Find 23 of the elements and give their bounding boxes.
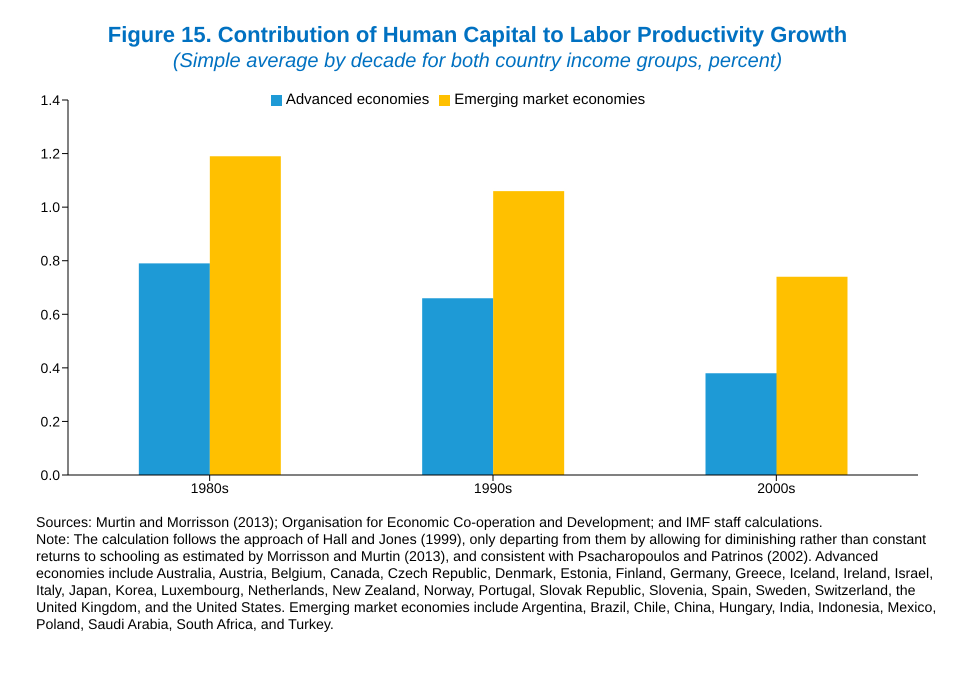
x-tick-label: 1990s <box>474 480 512 496</box>
bar <box>138 263 210 475</box>
text: Note: The calculation follows the approach of Hall and Jones (1999), only departing from them by allowing for diminishing rather than constant returns to schooling as estimated by Morrisson and Murtin (2013), and consistent with Psacharopoulos and Patrinos (2002). Advanced economies include Australia, Austria, Belgium, Canada, Czech Republic, Denmark, Estonia, Finland, Germany, Greece, Iceland, Ireland, Israel, Italy, Japan, Korea, Luxembourg, Netherlands, New Zealand, Norway, Portugal, Slovak Republic, Slovenia, Spain, Sweden, Switzerland, the United Kingdom, and the United States. Emerging market economies include Argentina, Brazil, Chile, China, Hungary, India, Indonesia, Mexico, Poland, Saudi Arabia, South Africa, and Turkey. <box>36 532 938 634</box>
x-tick-label: 1980s <box>190 480 229 496</box>
source-note: Sources: Murtin and Morrisson (2013); Organisation for Economic Co-operation and Development; and IMF staff calculations. <box>36 515 824 532</box>
y-tick-label: 0.8 <box>40 252 60 269</box>
chart-title: Figure 15. Contribution of Human Capital to Labor Productivity Growth <box>106 22 848 48</box>
bar <box>493 191 564 475</box>
bar <box>422 298 494 475</box>
y-tick-label: 0.6 <box>40 306 60 322</box>
chart-subtitle: (Simple average by decade for both country income groups, percent) <box>172 50 784 73</box>
bar <box>776 276 848 475</box>
y-tick-label: 0.0 <box>40 466 60 483</box>
y-tick-label: 1.2 <box>40 146 60 162</box>
x-tick-label: 2000s <box>757 480 796 496</box>
legend-label: Advanced economies <box>286 91 430 108</box>
y-tick-label: 1.4 <box>40 92 60 108</box>
y-tick-label: 0.4 <box>40 360 60 376</box>
legend-label: Emerging market economies <box>454 91 646 108</box>
bar <box>706 373 776 475</box>
y-tick-label: 1.0 <box>40 199 60 216</box>
y-tick-label: 0.2 <box>40 413 60 430</box>
bar <box>210 156 281 475</box>
